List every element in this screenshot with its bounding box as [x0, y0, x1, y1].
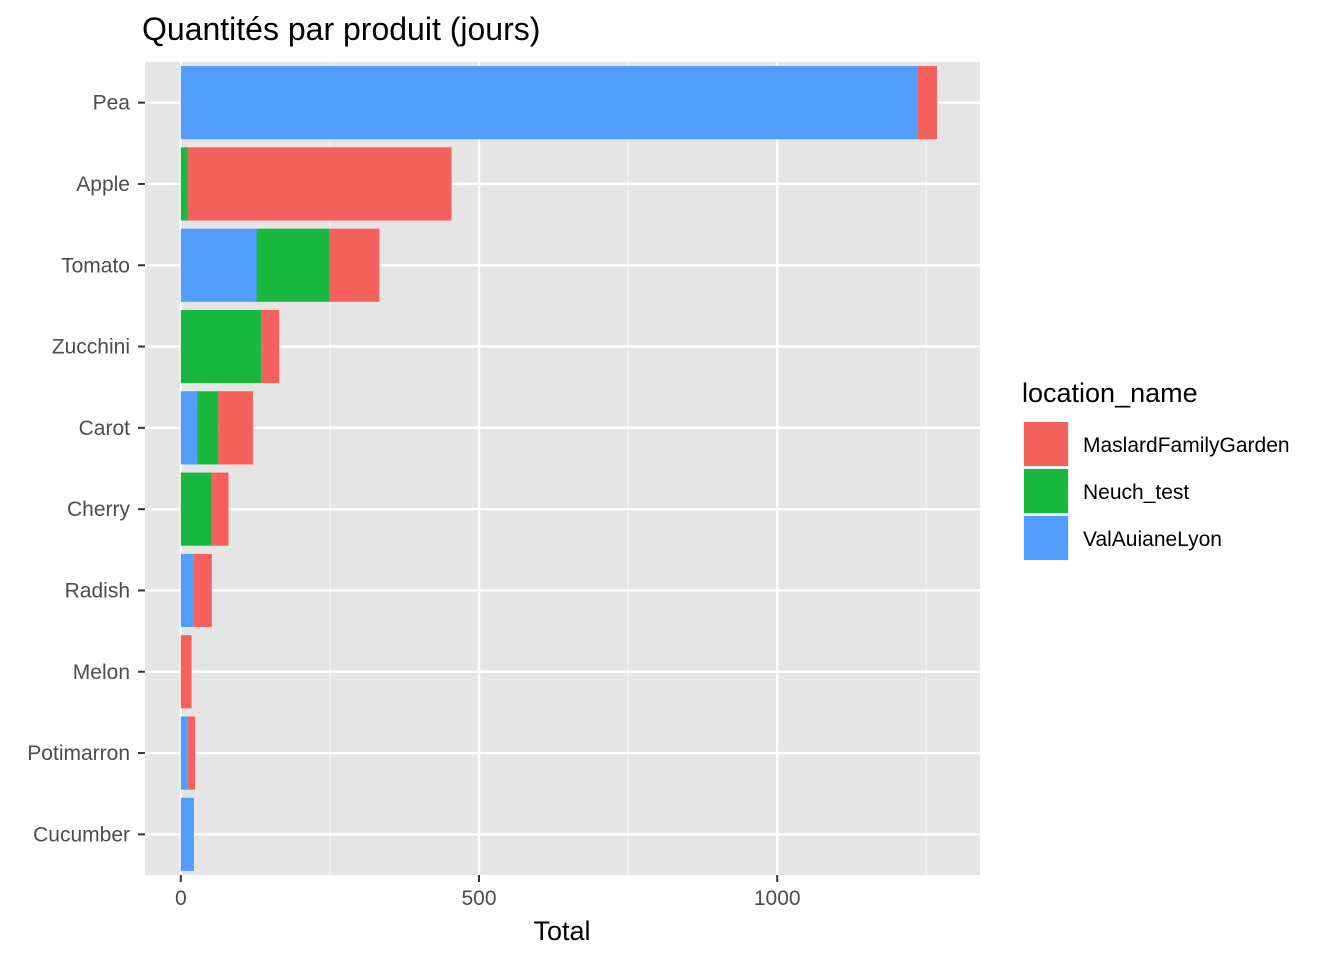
legend-label: Neuch_test	[1083, 481, 1189, 504]
y-tick-label: Carot	[79, 417, 131, 440]
legend-swatch	[1024, 469, 1068, 513]
bar-apple-maslardfamilygarden	[187, 147, 452, 221]
bar-potimarron-maslardfamilygarden	[187, 716, 196, 790]
y-tick-label: Apple	[76, 173, 130, 196]
y-tick-label: Tomato	[61, 254, 130, 277]
bar-apple-neuch-test	[180, 147, 188, 221]
y-tick-label: Pea	[93, 92, 131, 115]
legend-label: MaslardFamilyGarden	[1083, 434, 1290, 457]
x-tick-label: 1000	[754, 887, 801, 910]
y-tick-label: Zucchini	[52, 336, 130, 359]
bars	[180, 66, 938, 871]
legend-title: location_name	[1022, 378, 1198, 408]
chart-title: Quantités par produit (jours)	[142, 11, 540, 47]
bar-pea-maslardfamilygarden	[917, 66, 938, 140]
y-tick-label: Cucumber	[33, 823, 130, 846]
bar-carot-maslardfamilygarden	[218, 391, 253, 465]
x-axis: 0 500 1000	[175, 875, 801, 910]
legend-swatch	[1024, 422, 1068, 466]
y-tick-label: Radish	[65, 579, 130, 602]
bar-zucchini-neuch-test	[180, 309, 262, 384]
x-axis-title: Total	[533, 916, 590, 946]
bar-tomato-maslardfamilygarden	[329, 228, 380, 302]
bar-radish-maslardfamilygarden	[193, 553, 212, 628]
bar-melon-maslardfamilygarden	[180, 635, 192, 709]
bar-potimarron-valauianelyon	[180, 716, 188, 790]
bar-tomato-valauianelyon	[180, 228, 257, 302]
bar-carot-neuch-test	[197, 391, 219, 465]
y-tick-label: Cherry	[67, 498, 131, 521]
y-tick-label: Melon	[73, 661, 130, 684]
bar-zucchini-maslardfamilygarden	[261, 309, 280, 384]
bar-tomato-neuch-test	[256, 228, 330, 302]
x-tick-label: 0	[175, 887, 187, 910]
bar-carot-valauianelyon	[180, 391, 198, 465]
bar-cherry-maslardfamilygarden	[211, 472, 229, 546]
y-axis: Pea Apple Tomato Zucchini Carot Cherry Radish M…	[27, 92, 145, 846]
bar-radish-valauianelyon	[180, 553, 194, 628]
y-tick-label: Potimarron	[27, 742, 130, 765]
bar-cucumber-valauianelyon	[180, 797, 194, 871]
x-tick-label: 500	[461, 887, 496, 910]
bar-pea-valauianelyon	[180, 66, 918, 140]
bar-cherry-neuch-test	[180, 472, 212, 546]
legend-swatch	[1024, 516, 1068, 560]
legend-items: MaslardFamilyGarden Neuch_test ValAuianeLy…	[1023, 421, 1290, 561]
legend: location_name MaslardFamilyGarden Neuch_t…	[1022, 378, 1290, 561]
legend-label: ValAuianeLyon	[1083, 528, 1222, 551]
